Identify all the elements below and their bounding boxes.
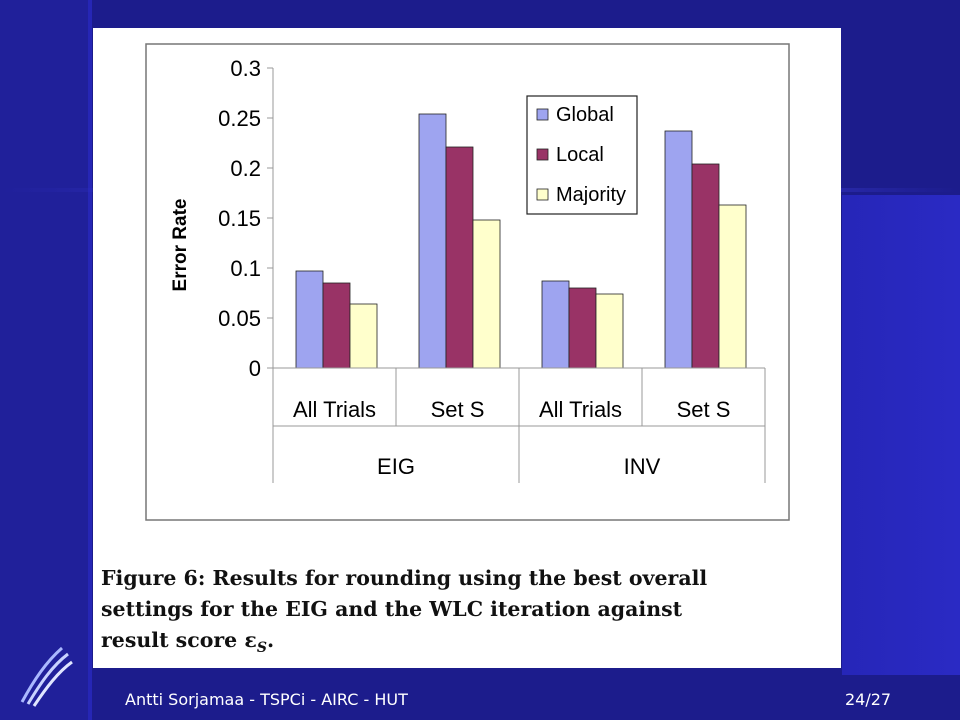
bar-global [664, 130, 693, 369]
bar-majority [349, 303, 378, 369]
page-number: 24/27 [845, 690, 892, 709]
y-tick-label: 0.2 [230, 156, 261, 181]
figure-caption: Figure 6: Results for rounding using the… [101, 563, 836, 664]
bar-chart: 0 0.05 0.1 0.15 0.2 0.25 0.3 All Trials Set S Al… [145, 43, 790, 521]
bar-majority [718, 204, 747, 369]
caption-end: . [266, 628, 275, 652]
bar-local [568, 287, 597, 369]
y-tick-label: 0.1 [230, 256, 261, 281]
y-tick-label: 0.05 [218, 306, 261, 331]
y-axis-title: Error Rate [170, 199, 191, 292]
figure-panel: 0 0.05 0.1 0.15 0.2 0.25 0.3 All Trials Set S Al… [93, 28, 841, 668]
y-tick-label: 0.3 [230, 56, 261, 81]
bar-majority [595, 293, 624, 369]
legend-label-majority: Majority [556, 184, 626, 206]
legend-swatch-local [536, 148, 549, 161]
y-tick-label: 0.25 [218, 106, 261, 131]
legend: Global Local Majority [526, 95, 638, 215]
legend-swatch-majority [536, 188, 549, 201]
legend-swatch-global [536, 108, 549, 121]
bar-local [691, 163, 720, 369]
legend-label-global: Global [556, 104, 614, 126]
legend-label-local: Local [556, 144, 604, 166]
bar-local [445, 146, 474, 369]
category-label: All Trials [539, 397, 622, 422]
bar-global [295, 270, 324, 369]
bar-global [541, 280, 570, 369]
bar-majority [472, 219, 501, 369]
y-tick-label: 0 [249, 356, 261, 381]
group-label: INV [624, 454, 661, 479]
bar-local [322, 282, 351, 369]
category-label: All Trials [293, 397, 376, 422]
university-logo-icon [20, 646, 73, 707]
caption-subscript: S [256, 640, 267, 657]
bar-global [418, 113, 447, 369]
caption-text: Figure 6: Results for rounding using the… [101, 566, 708, 652]
y-tick-label: 0.15 [218, 206, 261, 231]
category-label: Set S [677, 397, 731, 422]
category-label: Set S [431, 397, 485, 422]
group-label: EIG [377, 454, 415, 479]
footer-author: Antti Sorjamaa - TSPCi - AIRC - HUT [125, 690, 408, 709]
